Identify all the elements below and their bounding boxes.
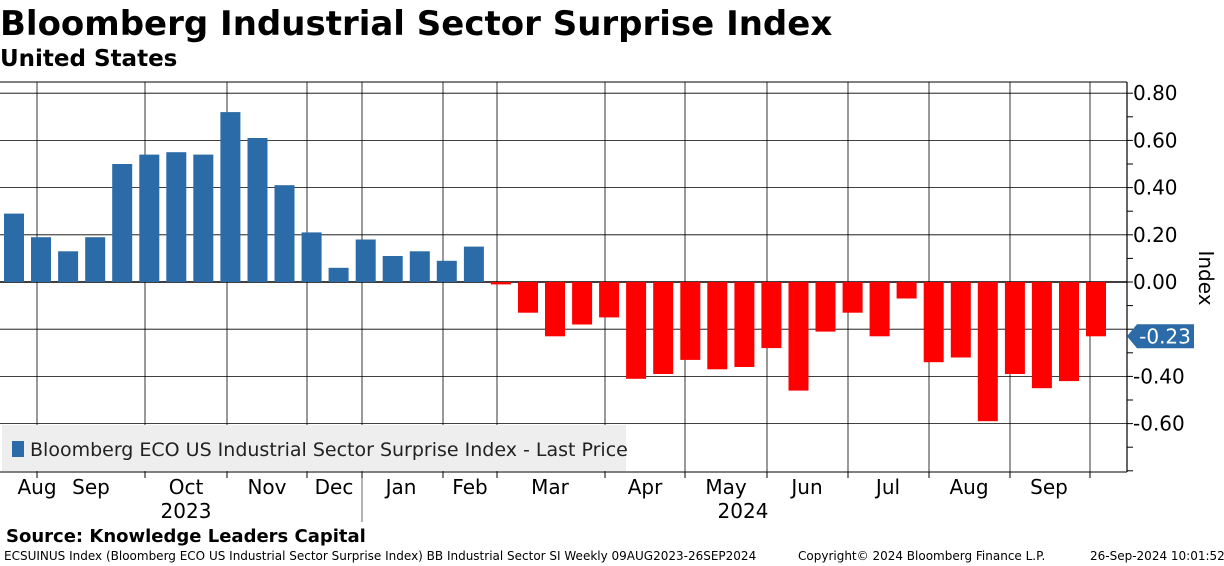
bar-31 (815, 282, 836, 332)
bar-11 (274, 185, 295, 282)
bar-30 (788, 282, 809, 391)
y-tick-label: -0.40 (1133, 364, 1185, 388)
y-tick-label: 0.40 (1133, 176, 1178, 200)
y-tick-label: -0.60 (1133, 412, 1185, 436)
legend-label: Bloomberg ECO US Industrial Sector Surpr… (30, 439, 628, 461)
y-tick-label: 0.00 (1133, 270, 1178, 294)
last-price-tag-group: -0.23 (1127, 324, 1194, 348)
y-tick-label: 0.20 (1133, 223, 1178, 247)
bar-12 (301, 232, 322, 282)
bar-17 (436, 260, 457, 282)
bar-32 (842, 282, 863, 313)
y-axis-title: Index (1194, 250, 1218, 305)
source-note: Source: Knowledge Leaders Capital (6, 526, 366, 547)
bar-40 (1059, 282, 1079, 382)
y-tick-label: 0.80 (1133, 81, 1178, 105)
last-price-tag (1127, 324, 1194, 349)
x-month-label: Sep (72, 475, 110, 499)
footer-timestamp: 26-Sep-2024 10:01:52 (1090, 549, 1224, 563)
bar-15 (382, 256, 403, 282)
x-month-label: Jan (384, 475, 417, 499)
bar-4 (85, 237, 106, 282)
bar-39 (1031, 282, 1052, 389)
bar-25 (653, 282, 674, 374)
bar-23 (599, 282, 620, 318)
x-month-label: Sep (1030, 475, 1068, 499)
legend-swatch (12, 441, 24, 457)
legend: Bloomberg ECO US Industrial Sector Surpr… (2, 425, 628, 471)
footer-copyright: Copyright© 2024 Bloomberg Finance L.P. (798, 549, 1046, 563)
x-month-label: Nov (247, 475, 286, 499)
bar-36 (950, 282, 971, 358)
bar-13 (328, 267, 349, 282)
bar-34 (896, 282, 917, 299)
x-month-label: Dec (315, 475, 354, 499)
x-month-label: Oct (169, 475, 204, 499)
bar-28 (734, 282, 755, 367)
bar-29 (761, 282, 782, 349)
chart-title: Bloomberg Industrial Sector Surprise Ind… (0, 4, 833, 44)
bar-19 (490, 282, 511, 285)
bar-24 (626, 282, 647, 379)
x-month-label: Mar (531, 475, 570, 499)
x-month-label: Apr (628, 475, 663, 499)
x-month-label: Jun (789, 475, 822, 499)
bar-21 (545, 282, 565, 337)
x-month-label: May (705, 475, 747, 499)
bar-5 (112, 164, 133, 282)
bar-33 (869, 282, 890, 337)
x-month-label: Aug (17, 475, 56, 499)
x-month-label: Feb (452, 475, 487, 499)
bar-26 (680, 282, 701, 360)
bar-18 (463, 246, 484, 282)
bar-37 (977, 282, 998, 422)
axes: 0.80 0.60 0.40 0.20 0.00 -0.40 -0.60 Index Aug Se… (17, 81, 1218, 523)
x-year-label: 2023 (161, 499, 212, 523)
bar-35 (923, 282, 944, 363)
x-year-label: 2024 (718, 499, 769, 523)
bar-2 (31, 237, 51, 282)
bar-38 (1004, 282, 1025, 374)
bars (4, 112, 1106, 422)
bar-20 (518, 282, 538, 313)
x-month-label: Aug (949, 475, 988, 499)
bar-22 (572, 282, 593, 325)
bar-14 (355, 239, 376, 282)
x-month-label: Jul (874, 475, 900, 499)
bar-7 (166, 152, 187, 282)
legend-box (2, 425, 626, 471)
bar-8 (193, 154, 214, 282)
bar-3 (58, 251, 79, 282)
chart-subtitle: United States (0, 46, 178, 72)
y-tick-label: 0.60 (1133, 128, 1178, 152)
bar-9 (220, 112, 241, 282)
bar-6 (139, 154, 160, 282)
bar-41 (1086, 282, 1106, 337)
last-price-label: -0.23 (1139, 324, 1191, 348)
bar-1 (4, 213, 24, 282)
bar-10 (247, 138, 268, 282)
footer-ticker-info: ECSUINUS Index (Bloomberg ECO US Industr… (4, 549, 757, 563)
bar-27 (707, 282, 728, 370)
bar-16 (409, 251, 430, 282)
